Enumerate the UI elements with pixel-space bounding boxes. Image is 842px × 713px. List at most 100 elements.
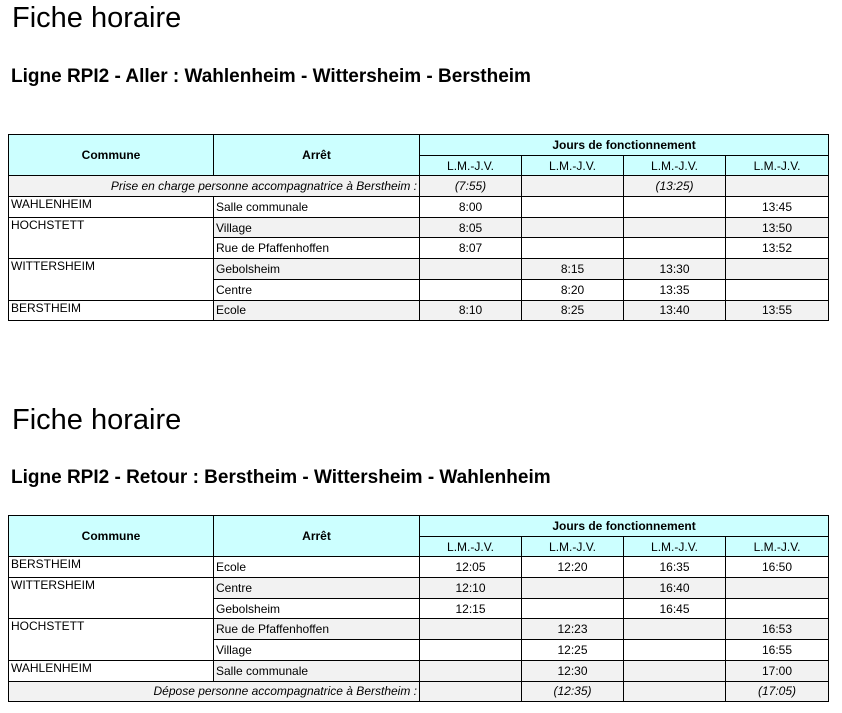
time [521, 216, 624, 239]
note-time [623, 680, 726, 703]
stop-row: WAHLENHEIM Salle communale 12:30 17:00 [8, 659, 830, 682]
time [623, 237, 726, 260]
note-time: (17:05) [724, 680, 830, 703]
header-row: Commune Arrêt Jours de fonctionnement [8, 133, 830, 177]
stop-row: WITTERSHEIM Gebolsheim 8:15 13:30 [8, 258, 830, 301]
stop-name: Ecole [213, 556, 420, 579]
time [724, 258, 830, 280]
stop-name: Salle communale [213, 659, 420, 682]
time [724, 577, 830, 599]
time: 13:45 [724, 196, 830, 218]
line-subtitle: Ligne RPI2 - Retour : Berstheim - Witter… [11, 467, 551, 488]
timetable: Commune Arrêt Jours de fonctionnement L.M.-… [8, 514, 830, 703]
stop-row: BERSTHEIM Ecole 12:05 12:20 16:35 16:50 [8, 556, 830, 579]
stop-row: HOCHSTETT Village 8:05 13:50 [8, 216, 830, 260]
day-header: L.M.-J.V. [623, 535, 726, 558]
note-row: Prise en charge personne accompagnatrice… [8, 175, 830, 198]
time: 13:40 [623, 299, 726, 322]
time: 16:35 [623, 556, 726, 579]
page-title: Fiche horaire [12, 2, 182, 34]
note-time [521, 175, 624, 198]
commune: BERSTHEIM [8, 556, 214, 579]
stop-name: Ecole [213, 299, 420, 322]
time [419, 639, 522, 661]
time [724, 278, 830, 301]
header-cell: Jours de fonctionnement [418, 134, 830, 156]
time: 16:55 [724, 639, 830, 661]
commune: WITTERSHEIM [8, 258, 214, 301]
stop-name: Centre [213, 577, 420, 599]
time: 8:05 [419, 216, 522, 239]
time [623, 639, 726, 661]
time [419, 618, 522, 641]
time [623, 659, 726, 682]
note-time: (13:25) [623, 175, 726, 198]
stop-name: Salle communale [213, 196, 420, 218]
stop-row: HOCHSTETT Rue de Pfaffenhoffen 12:23 16:53 [8, 618, 830, 661]
time: 8:00 [419, 196, 522, 218]
stop-row: Rue de Pfaffenhoffen 8:07 13:52 [9, 237, 830, 260]
time: 12:15 [419, 597, 522, 620]
stop-name: Gebolsheim [213, 597, 420, 620]
header-row: Commune Arrêt Jours de fonctionnement [8, 514, 830, 558]
commune: BERSTHEIM [8, 299, 214, 322]
note-time: (12:35) [521, 680, 624, 703]
stop-name: Village [213, 216, 420, 239]
time [623, 216, 726, 239]
header-cell: Jours de fonctionnement [418, 515, 830, 537]
day-header: L.M.-J.V. [521, 154, 624, 177]
commune: WITTERSHEIM [8, 577, 214, 620]
stop-name: Rue de Pfaffenhoffen [213, 618, 420, 641]
time: 12:20 [521, 556, 624, 579]
time: 12:05 [419, 556, 522, 579]
day-header: L.M.-J.V. [724, 535, 830, 558]
stop-name: Centre [213, 278, 420, 301]
header-cell: Arrêt [213, 514, 420, 558]
time: 12:10 [419, 577, 522, 599]
line-subtitle: Ligne RPI2 - Aller : Wahlenheim - Witter… [11, 66, 531, 87]
commune: WAHLENHEIM [8, 659, 214, 682]
stop-name: Village [213, 639, 420, 661]
note-time [419, 680, 522, 703]
time: 16:45 [623, 597, 726, 620]
time [724, 597, 830, 620]
time [521, 577, 624, 599]
note-text: Dépose personne accompagnatrice à Bersth… [8, 680, 420, 703]
time: 13:35 [623, 278, 726, 301]
stop-row: WAHLENHEIM Salle communale 8:00 13:45 [8, 196, 830, 218]
time: 16:50 [724, 556, 830, 579]
stop-row: Village 12:25 16:55 [9, 639, 830, 661]
header-row: L.M.-J.V. L.M.-J.V. L.M.-J.V. L.M.-J.V. [9, 535, 830, 558]
time: 13:55 [724, 299, 830, 322]
time: 8:25 [521, 299, 624, 322]
stop-name: Rue de Pfaffenhoffen [213, 237, 420, 260]
time: 13:30 [623, 258, 726, 280]
stop-row: Centre 8:20 13:35 [9, 278, 830, 301]
note-time [724, 175, 830, 198]
time: 17:00 [724, 659, 830, 682]
time [419, 278, 522, 301]
commune: WAHLENHEIM [8, 196, 214, 218]
day-header: L.M.-J.V. [419, 154, 522, 177]
time: 12:30 [521, 659, 624, 682]
note-time: (7:55) [419, 175, 522, 198]
time: 12:25 [521, 639, 624, 661]
page-title: Fiche horaire [12, 404, 182, 436]
time: 8:07 [419, 237, 522, 260]
time: 16:40 [623, 577, 726, 599]
stop-name: Gebolsheim [213, 258, 420, 280]
day-header: L.M.-J.V. [724, 154, 830, 177]
time: 12:23 [521, 618, 624, 641]
time: 16:53 [724, 618, 830, 641]
header-cell: Arrêt [213, 133, 420, 177]
time: 13:50 [724, 216, 830, 239]
time: 8:15 [521, 258, 624, 280]
time: 8:10 [419, 299, 522, 322]
commune: HOCHSTETT [8, 618, 214, 661]
timetable: Commune Arrêt Jours de fonctionnement L.M.-… [8, 133, 830, 322]
header-cell: Commune [8, 133, 214, 177]
time [419, 258, 522, 280]
time [623, 196, 726, 218]
time [521, 237, 624, 260]
